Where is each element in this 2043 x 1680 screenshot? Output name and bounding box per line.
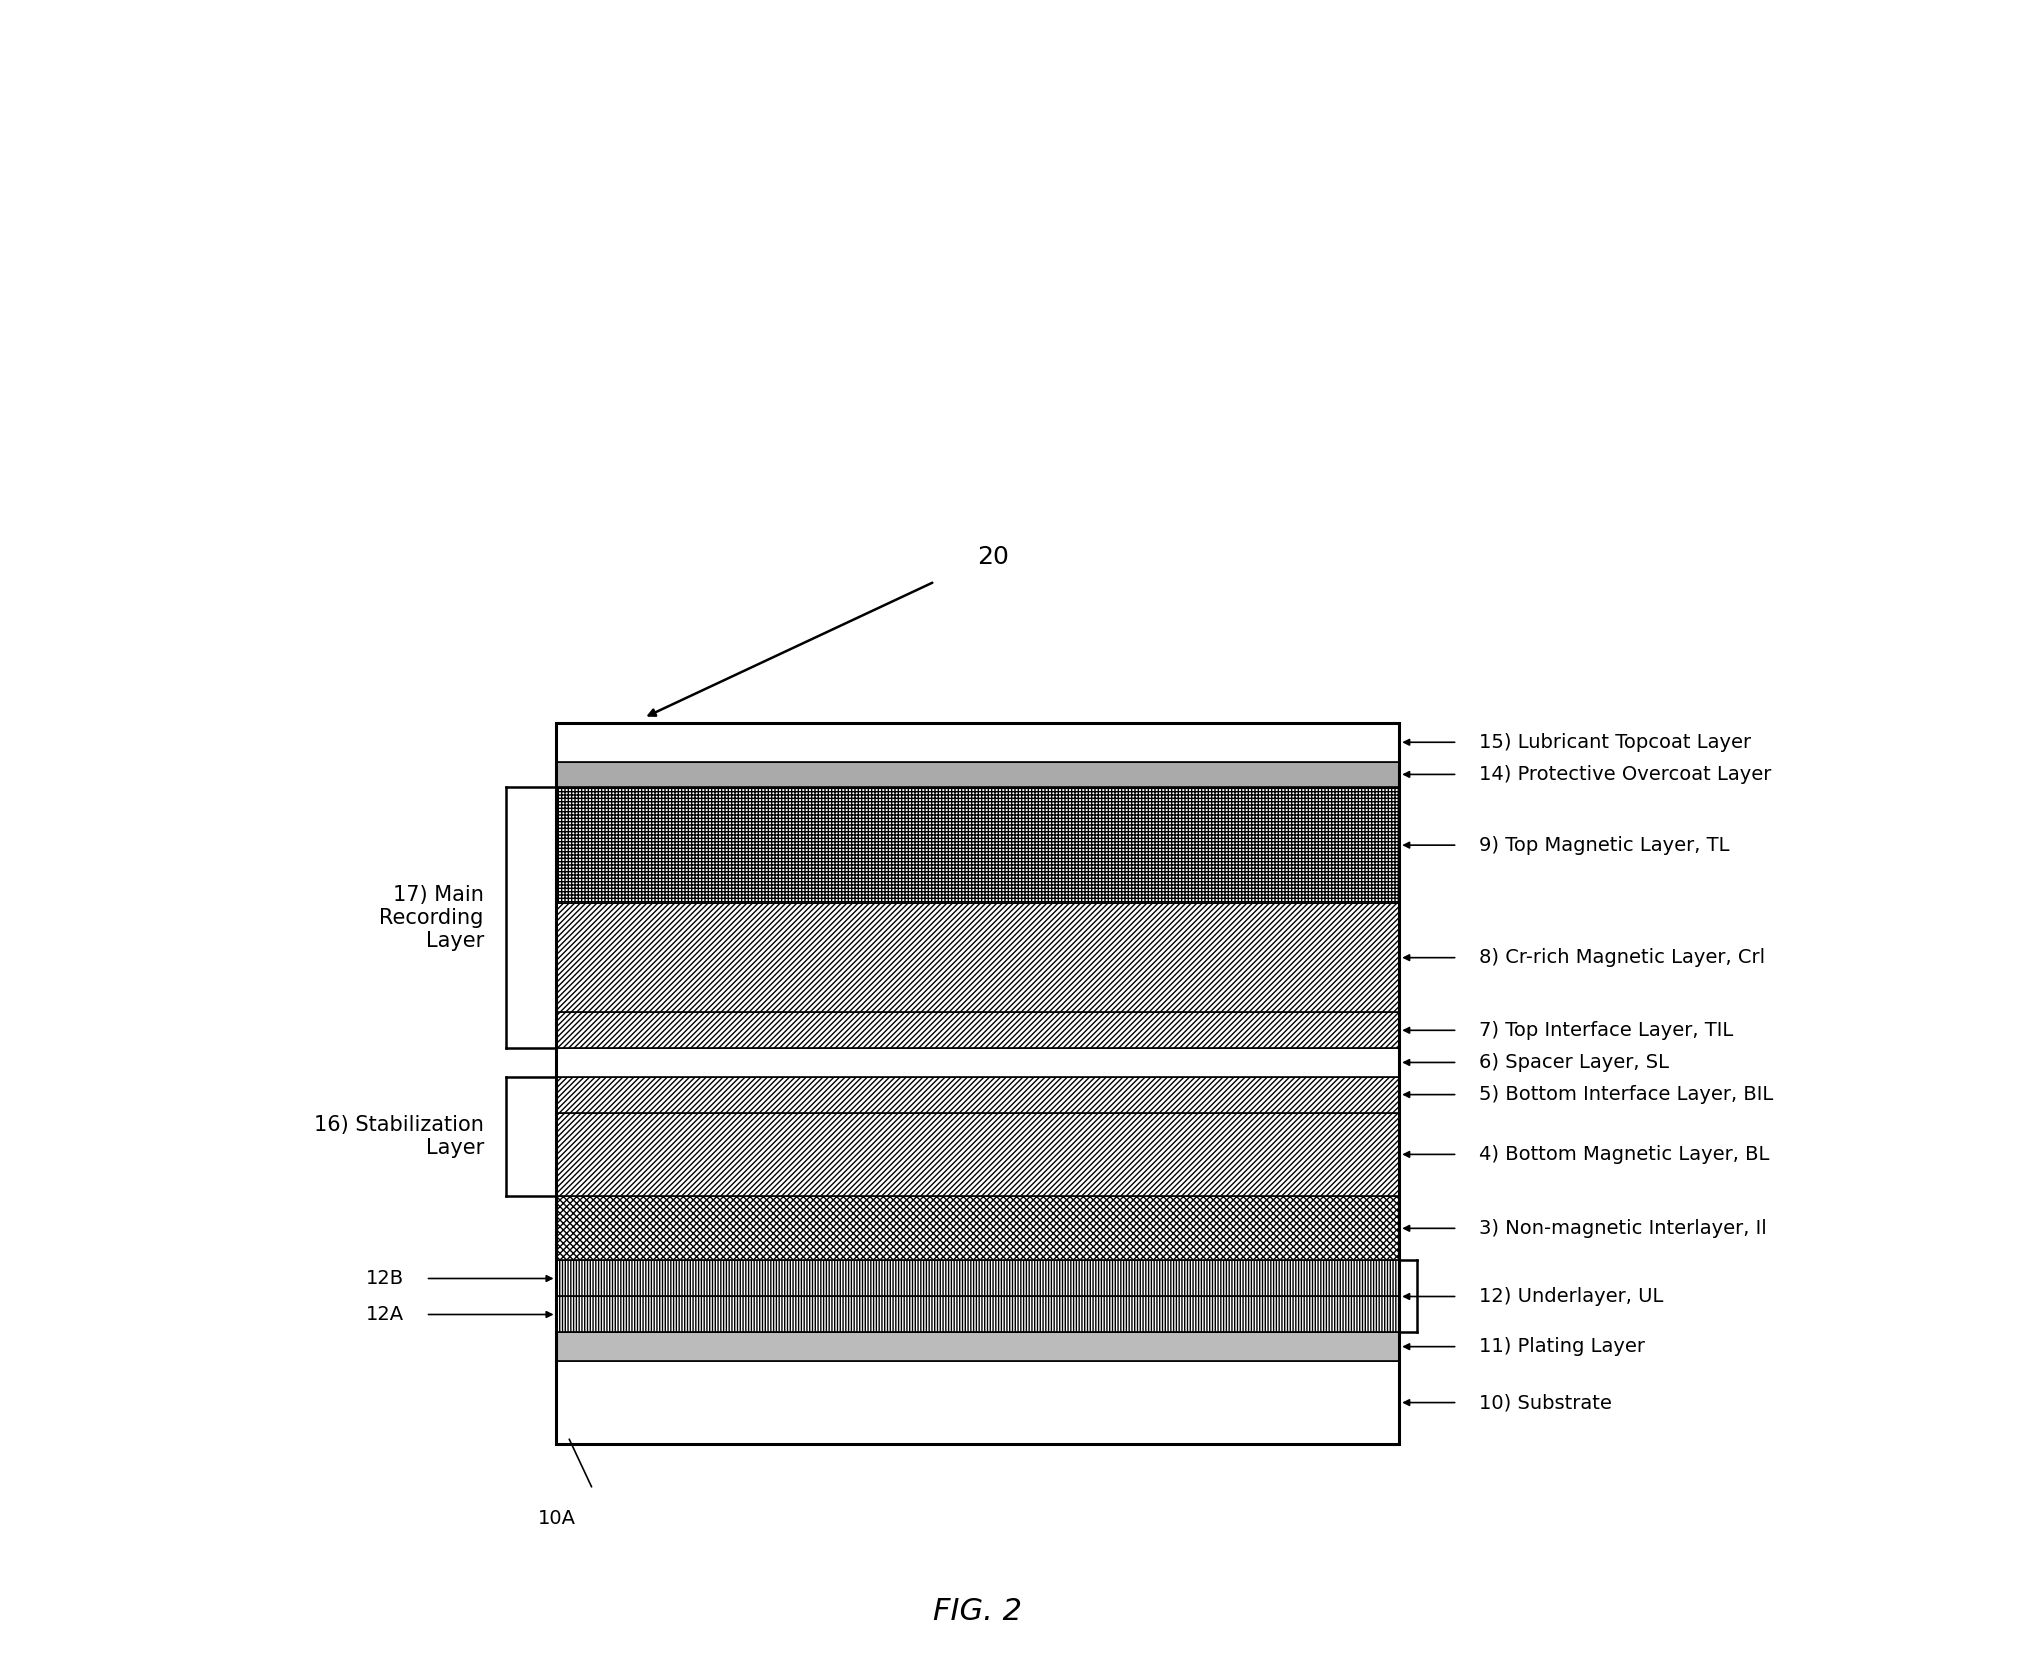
Text: 16) Stabilization
Layer: 16) Stabilization Layer <box>315 1116 484 1158</box>
Text: 15) Lubricant Topcoat Layer: 15) Lubricant Topcoat Layer <box>1479 732 1751 751</box>
Text: 14) Protective Overcoat Layer: 14) Protective Overcoat Layer <box>1479 764 1771 785</box>
Text: 4) Bottom Magnetic Layer, BL: 4) Bottom Magnetic Layer, BL <box>1479 1144 1769 1164</box>
Bar <box>556 1048 1399 1077</box>
Text: 11) Plating Layer: 11) Plating Layer <box>1479 1337 1645 1356</box>
Text: FIG. 2: FIG. 2 <box>934 1598 1022 1626</box>
Bar <box>556 904 1399 1013</box>
Bar <box>556 1297 1399 1332</box>
Bar <box>556 1196 1399 1260</box>
Bar <box>556 788 1399 904</box>
Text: 20: 20 <box>977 544 1009 568</box>
Text: 12) Underlayer, UL: 12) Underlayer, UL <box>1479 1287 1663 1305</box>
Text: 3) Non-magnetic Interlayer, Il: 3) Non-magnetic Interlayer, Il <box>1479 1220 1767 1238</box>
Text: 12A: 12A <box>366 1305 405 1324</box>
Text: 9) Top Magnetic Layer, TL: 9) Top Magnetic Layer, TL <box>1479 835 1730 855</box>
Bar <box>556 761 1399 788</box>
Text: 7) Top Interface Layer, TIL: 7) Top Interface Layer, TIL <box>1479 1021 1735 1040</box>
Bar <box>556 1013 1399 1048</box>
Text: 17) Main
Recording
Layer: 17) Main Recording Layer <box>380 885 484 951</box>
Bar <box>556 722 1399 1445</box>
Bar <box>556 1361 1399 1445</box>
Text: 12B: 12B <box>366 1268 405 1289</box>
Bar <box>556 722 1399 761</box>
Text: 5) Bottom Interface Layer, BIL: 5) Bottom Interface Layer, BIL <box>1479 1085 1773 1104</box>
Text: 10) Substrate: 10) Substrate <box>1479 1393 1612 1413</box>
Bar <box>556 1077 1399 1112</box>
Bar <box>556 1260 1399 1297</box>
Text: 6) Spacer Layer, SL: 6) Spacer Layer, SL <box>1479 1053 1669 1072</box>
Text: 8) Cr-rich Magnetic Layer, Crl: 8) Cr-rich Magnetic Layer, Crl <box>1479 948 1765 968</box>
Text: 10A: 10A <box>537 1509 576 1527</box>
Bar <box>556 1112 1399 1196</box>
Bar <box>556 1332 1399 1361</box>
